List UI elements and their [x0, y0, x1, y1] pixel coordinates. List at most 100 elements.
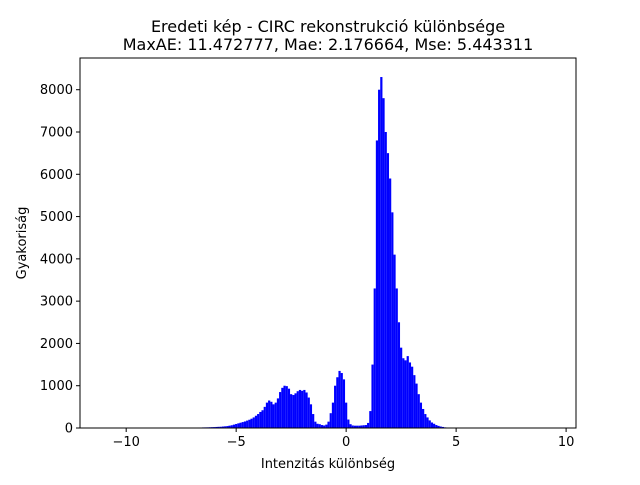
histogram-bar — [312, 414, 314, 428]
x-tick-label: 0 — [342, 435, 350, 450]
histogram-bar — [396, 288, 398, 428]
histogram-bar — [239, 423, 241, 428]
histogram-bar — [400, 348, 402, 428]
histogram-bar — [294, 393, 296, 428]
histogram-bar — [279, 392, 281, 428]
histogram-bar — [374, 288, 376, 428]
histogram-bar — [268, 401, 270, 428]
y-tick-label: 5000 — [40, 210, 73, 225]
histogram-bar — [290, 394, 292, 428]
chart-title-line-2: MaxAE: 11.472777, Mae: 2.176664, Mse: 5.… — [123, 35, 534, 54]
histogram-bar — [299, 390, 301, 428]
histogram-bar — [275, 403, 277, 428]
histogram-bar — [248, 420, 250, 428]
histogram-bar — [385, 132, 387, 428]
histogram-bar — [431, 423, 433, 428]
histogram-bar — [250, 419, 252, 428]
y-tick-label: 2000 — [40, 337, 73, 352]
histogram-bar — [409, 362, 411, 428]
x-tick-label: −5 — [227, 435, 246, 450]
histogram-bar — [325, 425, 327, 428]
x-tick-label: 10 — [558, 435, 575, 450]
histogram-bar — [341, 373, 343, 428]
histogram-bar — [330, 413, 332, 428]
histogram-bar — [332, 403, 334, 428]
histogram-bar — [233, 425, 235, 428]
histogram-bar — [407, 356, 409, 428]
histogram-bar — [393, 255, 395, 428]
histogram-bar — [266, 403, 268, 428]
histogram-bar — [411, 367, 413, 428]
histogram-bar — [343, 379, 345, 428]
histogram-bar — [261, 410, 263, 428]
histogram-bar — [277, 398, 279, 428]
histogram-bar — [264, 407, 266, 428]
x-tick-label: −10 — [112, 435, 139, 450]
histogram-bar — [380, 77, 382, 428]
histogram-bar — [316, 424, 318, 428]
histogram-bar — [292, 395, 294, 428]
histogram-bar — [415, 384, 417, 428]
histogram-bar — [288, 389, 290, 428]
y-tick-label: 6000 — [40, 168, 73, 183]
y-tick-label: 0 — [65, 422, 73, 437]
x-axis-label: Intenzitás különbség — [261, 457, 395, 472]
histogram-bar — [327, 422, 329, 428]
histogram-bar — [422, 409, 424, 428]
histogram-bar — [305, 392, 307, 428]
histogram-bar — [301, 391, 303, 428]
histogram-bar — [382, 98, 384, 428]
x-axis-ticks: −10 −5 0 5 10 — [112, 428, 574, 450]
histogram-bar — [237, 423, 239, 428]
x-tick-label: 5 — [452, 435, 460, 450]
histogram-bar — [376, 140, 378, 428]
histogram-bar — [398, 322, 400, 428]
histogram-bar — [235, 424, 237, 428]
histogram-bars — [191, 77, 462, 428]
histogram-bar — [242, 422, 244, 428]
histogram-bar — [338, 371, 340, 428]
histogram-bar — [387, 153, 389, 428]
histogram-bar — [310, 404, 312, 428]
y-tick-label: 4000 — [40, 252, 73, 267]
histogram-bar — [402, 358, 404, 428]
histogram-bar — [283, 386, 285, 428]
histogram-bar — [336, 377, 338, 428]
histogram-bar — [253, 417, 255, 428]
histogram-bar — [303, 390, 305, 428]
histogram-bar — [259, 412, 261, 428]
histogram-bar — [246, 421, 248, 428]
histogram-bar — [244, 421, 246, 428]
histogram-bar — [420, 403, 422, 428]
histogram-bar — [255, 416, 257, 428]
histogram-bar — [378, 90, 380, 428]
histogram-bar — [369, 411, 371, 428]
histogram-bar — [433, 424, 435, 428]
histogram-bar — [319, 424, 321, 428]
histogram-bar — [389, 179, 391, 428]
histogram-bar — [418, 394, 420, 428]
histogram-bar — [426, 417, 428, 428]
histogram-bar — [272, 404, 274, 428]
plot-frame — [80, 58, 576, 428]
y-tick-label: 8000 — [40, 83, 73, 98]
histogram-bar — [404, 360, 406, 428]
histogram-bar — [391, 212, 393, 428]
histogram-bar — [314, 422, 316, 428]
histogram-bar — [308, 398, 310, 428]
histogram-bar — [429, 420, 431, 428]
y-tick-label: 7000 — [40, 126, 73, 141]
histogram-bar — [281, 388, 283, 428]
histogram-bar — [367, 423, 369, 428]
y-axis-label: Gyakoriság — [15, 207, 30, 280]
histogram-bar — [286, 386, 288, 428]
histogram-bar — [349, 424, 351, 428]
y-tick-label: 1000 — [40, 379, 73, 394]
histogram-bar — [270, 402, 272, 428]
histogram-bar — [345, 403, 347, 428]
histogram-bar — [334, 386, 336, 428]
histogram-bar — [257, 414, 259, 428]
